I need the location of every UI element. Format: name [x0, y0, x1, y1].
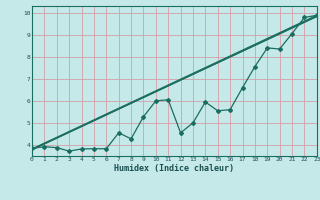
X-axis label: Humidex (Indice chaleur): Humidex (Indice chaleur) [115, 164, 234, 173]
